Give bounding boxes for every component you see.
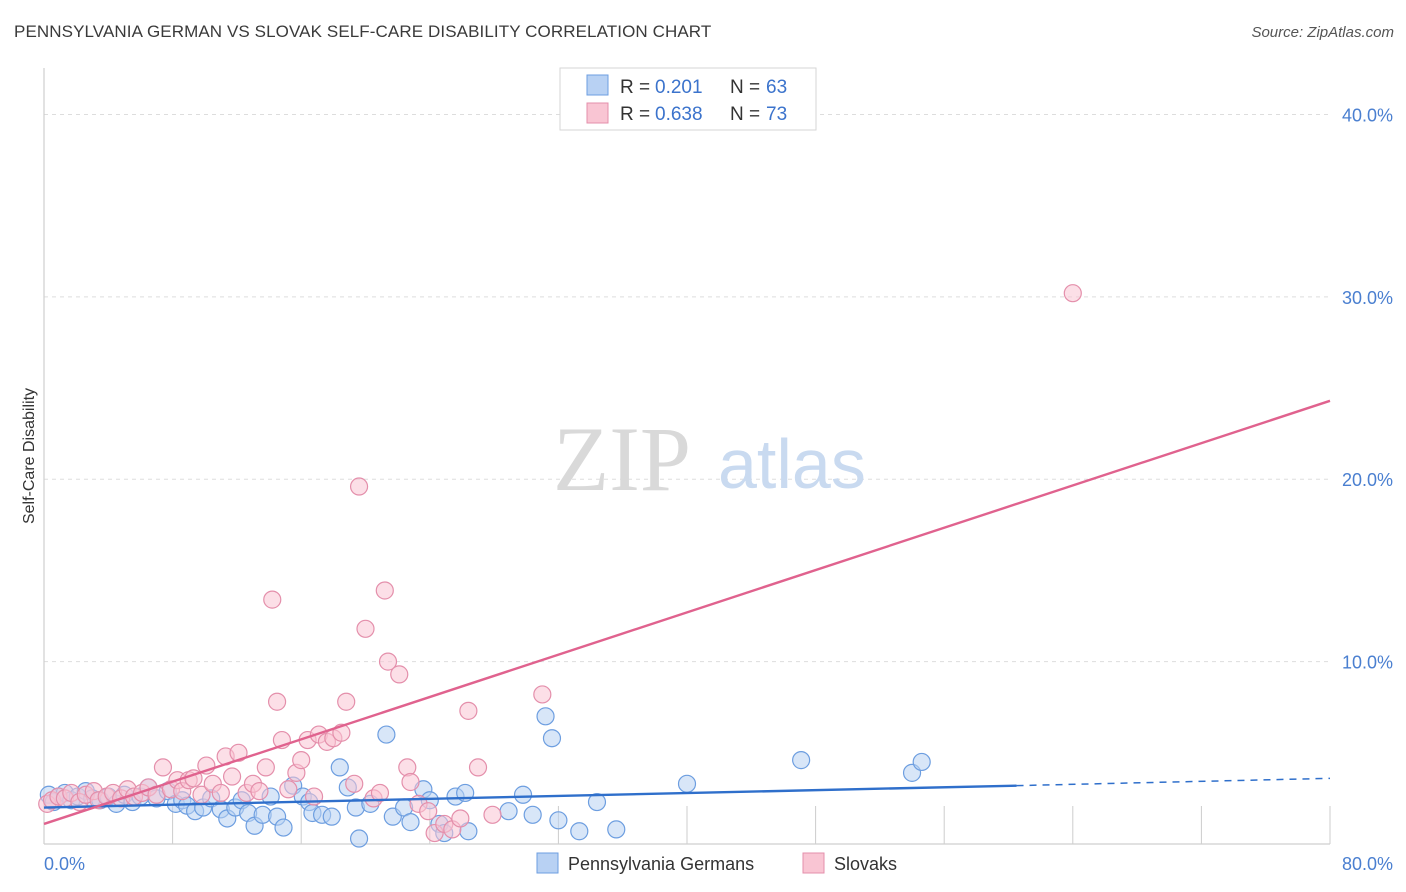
- watermark-zip: ZIP: [553, 408, 691, 510]
- point-pink-52: [375, 581, 394, 600]
- series-slovaks: [38, 284, 1082, 843]
- point-blue-65: [792, 751, 811, 770]
- point-pink-64: [468, 758, 488, 777]
- bottom-legend-label-pink: Slovaks: [834, 854, 897, 874]
- point-blue-55: [499, 802, 518, 821]
- trend-lines: [43, 399, 1331, 826]
- point-pink-26: [211, 783, 230, 803]
- legend-n-value-pink: 73: [766, 104, 787, 125]
- y-tick-label-0: 10.0%: [1342, 653, 1393, 673]
- y-tick-label-2: 30.0%: [1342, 288, 1393, 308]
- point-pink-67: [1063, 284, 1082, 303]
- watermark-atlas: atlas: [718, 425, 866, 503]
- point-pink-29: [229, 743, 248, 762]
- watermark: ZIP atlas: [553, 408, 866, 510]
- point-blue-47: [401, 813, 420, 832]
- point-blue-39: [330, 758, 349, 777]
- legend-swatch-blue: [586, 74, 609, 96]
- point-blue-42: [349, 829, 369, 848]
- point-blue-60: [549, 811, 568, 830]
- point-pink-47: [345, 774, 364, 793]
- bottom-legend-swatch-blue: [536, 852, 559, 874]
- point-pink-53: [378, 652, 398, 671]
- top-legend: R = 0.201 N = 63 R = 0.638 N = 73: [559, 67, 817, 131]
- point-pink-65: [483, 805, 502, 824]
- point-pink-39: [292, 751, 311, 770]
- point-pink-34: [263, 590, 282, 609]
- bottom-legend-swatch-pink: [802, 852, 825, 874]
- point-pink-58: [419, 802, 438, 821]
- point-blue-44: [377, 725, 396, 744]
- legend-n-value-blue: 63: [766, 77, 787, 98]
- legend-n-label-blue: N =: [730, 77, 760, 98]
- point-blue-57: [523, 805, 542, 824]
- point-blue-56: [513, 785, 533, 804]
- point-pink-37: [279, 780, 298, 799]
- x-tick-label-1: 80.0%: [1342, 854, 1393, 874]
- bottom-legend: Pennsylvania Germans Slovaks: [536, 852, 897, 874]
- y-tick-label-3: 40.0%: [1342, 105, 1393, 125]
- trend-line-dashed-blue: [1016, 777, 1331, 787]
- legend-swatch-pink: [586, 102, 609, 124]
- point-blue-63: [607, 820, 626, 839]
- chart-source: Source: ZipAtlas.com: [1251, 24, 1394, 41]
- point-pink-33: [256, 758, 275, 777]
- point-blue-64: [677, 774, 697, 793]
- point-blue-59: [542, 729, 562, 748]
- point-pink-66: [533, 685, 552, 704]
- point-blue-62: [587, 792, 607, 812]
- y-tick-label-1: 20.0%: [1342, 470, 1393, 490]
- bottom-legend-label-blue: Pennsylvania Germans: [568, 854, 754, 874]
- point-pink-56: [401, 772, 420, 792]
- point-pink-48: [349, 477, 369, 496]
- legend-r-label-pink: R =: [620, 104, 650, 125]
- point-pink-46: [337, 692, 356, 711]
- chart-title: PENNSYLVANIA GERMAN VS SLOVAK SELF-CARE …: [14, 22, 712, 41]
- point-blue-58: [536, 707, 555, 726]
- trend-line-pink: [43, 399, 1331, 826]
- y-axis-label: Self-Care Disability: [21, 388, 38, 524]
- legend-r-label-blue: R =: [620, 77, 650, 98]
- point-blue-61: [570, 822, 589, 841]
- tick-labels: 10.0% 20.0% 30.0% 40.0% 0.0% 80.0%: [44, 105, 1393, 874]
- point-pink-32: [250, 782, 269, 801]
- axes: [43, 68, 1330, 845]
- legend-r-value-pink: 0.638: [655, 104, 703, 125]
- point-pink-51: [370, 783, 390, 803]
- point-pink-62: [451, 809, 470, 828]
- point-pink-54: [390, 665, 409, 684]
- x-tick-label-0: 0.0%: [44, 854, 85, 874]
- point-pink-17: [153, 758, 173, 777]
- trend-line-blue: [43, 784, 1017, 809]
- point-pink-63: [459, 701, 478, 720]
- point-blue-38: [322, 807, 341, 826]
- point-pink-28: [222, 767, 242, 786]
- point-pink-49: [356, 619, 375, 638]
- legend-r-value-blue: 0.201: [655, 77, 703, 98]
- point-blue-32: [274, 818, 293, 837]
- point-blue-67: [912, 752, 931, 772]
- point-pink-35: [267, 692, 287, 711]
- legend-n-label-pink: N =: [730, 104, 760, 125]
